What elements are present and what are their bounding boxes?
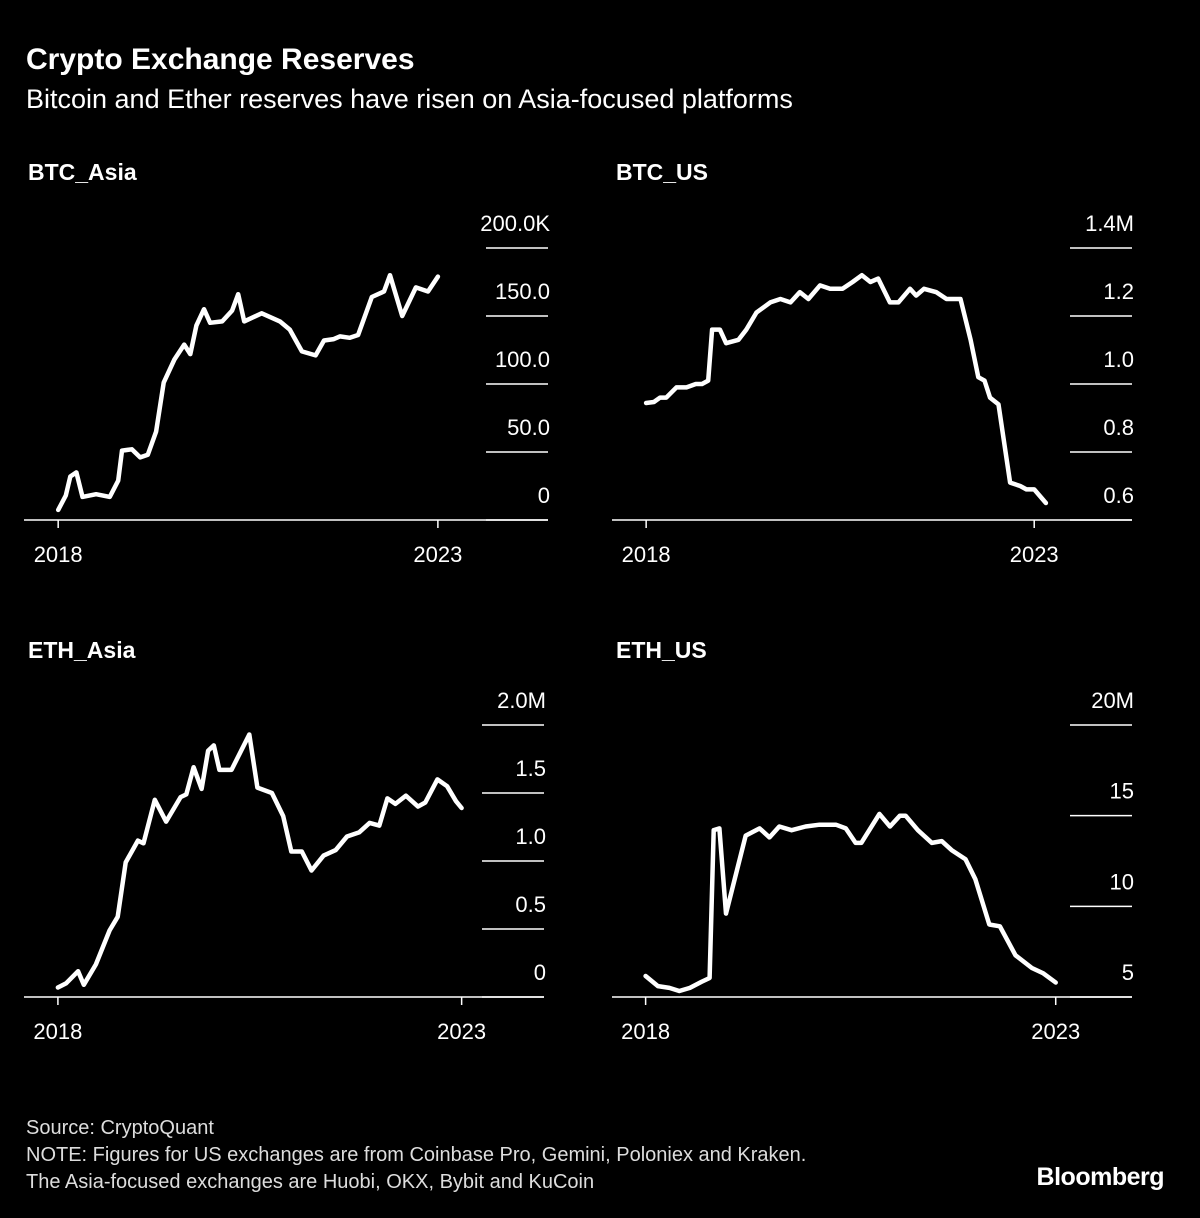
y-tick-label: 100.0	[495, 347, 550, 372]
y-tick-label: 1.2	[1103, 279, 1134, 304]
y-tick-label: 0	[534, 960, 546, 985]
y-tick-label: 1.5	[515, 756, 546, 781]
y-tick-label: 0.5	[515, 892, 546, 917]
y-tick-label: 0	[538, 483, 550, 508]
y-tick-label: 5	[1122, 960, 1134, 985]
note: The Asia-focused exchanges are Huobi, OK…	[26, 1171, 594, 1193]
y-tick-label: 20M	[1091, 688, 1134, 713]
panel-title: BTC_US	[616, 159, 708, 185]
source: Source: CryptoQuant	[26, 1117, 214, 1139]
x-tick-label: 2018	[34, 542, 83, 567]
y-tick-label: 0.8	[1103, 415, 1134, 440]
x-tick-label: 2023	[1010, 542, 1059, 567]
x-tick-label: 2018	[622, 542, 671, 567]
y-tick-label: 15	[1110, 779, 1134, 804]
y-tick-label: 1.0	[515, 824, 546, 849]
x-tick-label: 2018	[33, 1019, 82, 1044]
note: NOTE: Figures for US exchanges are from …	[26, 1144, 806, 1166]
panel-title: ETH_Asia	[28, 637, 136, 663]
x-tick-label: 2023	[1031, 1019, 1080, 1044]
y-tick-label: 10	[1110, 869, 1134, 894]
x-tick-label: 2018	[621, 1019, 670, 1044]
panel-title: ETH_US	[616, 637, 707, 663]
y-tick-label: 0.6	[1103, 483, 1134, 508]
y-tick-label: 150.0	[495, 279, 550, 304]
data-line	[55, 732, 464, 990]
y-tick-label: 1.0	[1103, 347, 1134, 372]
chart-subtitle: Bitcoin and Ether reserves have risen on…	[26, 84, 793, 114]
y-tick-label: 1.4M	[1085, 211, 1134, 236]
data-line	[55, 272, 441, 513]
y-tick-label: 200.0K	[480, 211, 550, 236]
x-tick-label: 2023	[437, 1019, 486, 1044]
y-tick-label: 2.0M	[497, 688, 546, 713]
y-tick-label: 50.0	[507, 415, 550, 440]
chart-title: Crypto Exchange Reserves	[26, 43, 415, 76]
data-line	[643, 272, 1049, 506]
panel-title: BTC_Asia	[28, 159, 137, 185]
x-tick-label: 2023	[413, 542, 462, 567]
brand: Bloomberg	[1037, 1163, 1164, 1191]
data-line	[643, 811, 1058, 994]
